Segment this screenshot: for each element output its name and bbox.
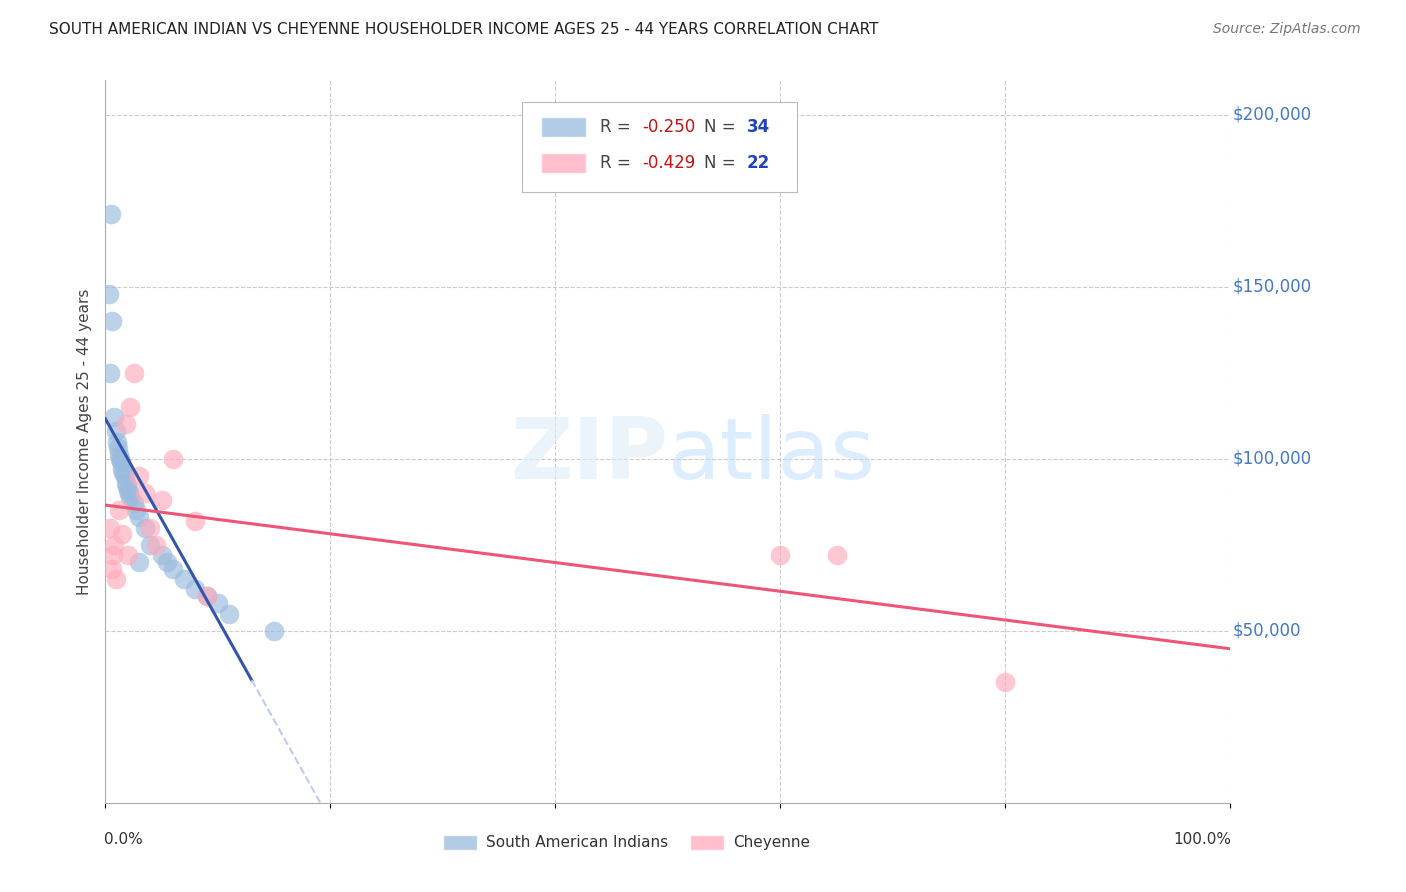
Point xyxy=(162,451,184,466)
Point xyxy=(156,555,179,569)
Point xyxy=(125,503,148,517)
Point xyxy=(103,538,125,552)
Point xyxy=(112,466,135,480)
Point xyxy=(994,675,1017,690)
Text: ZIP: ZIP xyxy=(510,415,668,498)
Point xyxy=(114,469,136,483)
Bar xyxy=(541,153,586,173)
Point xyxy=(825,548,848,562)
Point xyxy=(184,582,207,597)
Text: South American Indians: South American Indians xyxy=(485,835,668,850)
Point xyxy=(117,548,139,562)
Text: atlas: atlas xyxy=(668,415,876,498)
Point xyxy=(128,469,150,483)
Text: $150,000: $150,000 xyxy=(1233,277,1312,296)
Point xyxy=(104,572,127,586)
Text: Source: ZipAtlas.com: Source: ZipAtlas.com xyxy=(1213,22,1361,37)
FancyBboxPatch shape xyxy=(522,102,797,193)
Text: $100,000: $100,000 xyxy=(1233,450,1312,467)
Point xyxy=(114,475,136,490)
Point xyxy=(100,207,122,221)
Point xyxy=(120,490,142,504)
Text: $50,000: $50,000 xyxy=(1233,622,1301,640)
Point xyxy=(128,555,150,569)
Point xyxy=(115,479,138,493)
Y-axis label: Householder Income Ages 25 - 44 years: Householder Income Ages 25 - 44 years xyxy=(76,288,91,595)
Point xyxy=(98,520,121,534)
Point xyxy=(120,400,142,414)
Text: -0.250: -0.250 xyxy=(643,119,695,136)
Bar xyxy=(690,835,724,850)
Point xyxy=(101,314,124,328)
Point xyxy=(139,538,162,552)
Text: Cheyenne: Cheyenne xyxy=(733,835,810,850)
Point xyxy=(173,572,195,586)
Point xyxy=(134,520,156,534)
Text: N =: N = xyxy=(704,119,741,136)
Point xyxy=(195,590,218,604)
Text: 0.0%: 0.0% xyxy=(104,831,143,847)
Text: SOUTH AMERICAN INDIAN VS CHEYENNE HOUSEHOLDER INCOME AGES 25 - 44 YEARS CORRELAT: SOUTH AMERICAN INDIAN VS CHEYENNE HOUSEH… xyxy=(49,22,879,37)
Point xyxy=(107,442,129,456)
Point xyxy=(108,451,131,466)
Point xyxy=(207,596,229,610)
Point xyxy=(103,410,125,425)
Point xyxy=(108,448,131,462)
Bar xyxy=(443,835,477,850)
Point xyxy=(117,483,139,497)
Point xyxy=(108,503,131,517)
Text: $200,000: $200,000 xyxy=(1233,105,1312,124)
Point xyxy=(103,548,125,562)
Point xyxy=(150,548,173,562)
Bar xyxy=(541,117,586,137)
Point xyxy=(218,607,240,621)
Point xyxy=(263,624,285,638)
Text: N =: N = xyxy=(704,154,741,172)
Point xyxy=(98,366,121,380)
Point xyxy=(111,462,134,476)
Point xyxy=(104,424,127,438)
Point xyxy=(162,562,184,576)
Text: R =: R = xyxy=(600,119,637,136)
Text: 100.0%: 100.0% xyxy=(1174,831,1232,847)
Point xyxy=(122,496,145,510)
Point xyxy=(101,562,124,576)
Point xyxy=(195,590,218,604)
Point xyxy=(134,486,156,500)
Point xyxy=(110,455,132,469)
Point xyxy=(118,486,141,500)
Point xyxy=(145,538,167,552)
Point xyxy=(97,286,120,301)
Point xyxy=(111,527,134,541)
Text: 34: 34 xyxy=(747,119,770,136)
Point xyxy=(114,417,136,432)
Point xyxy=(769,548,792,562)
Point xyxy=(184,514,207,528)
Point xyxy=(150,493,173,508)
Point xyxy=(139,520,162,534)
Text: R =: R = xyxy=(600,154,637,172)
Point xyxy=(122,366,145,380)
Point xyxy=(105,434,128,449)
Point xyxy=(128,510,150,524)
Text: -0.429: -0.429 xyxy=(643,154,695,172)
Text: 22: 22 xyxy=(747,154,770,172)
